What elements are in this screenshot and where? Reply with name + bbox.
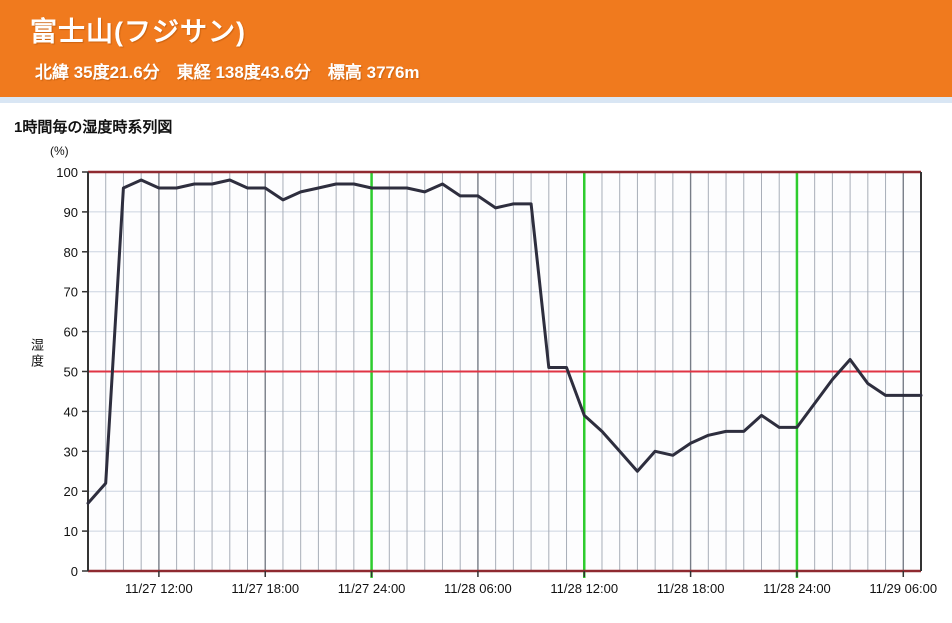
station-coordinates: 北緯 35度21.6分 東経 138度43.6分 標高 3776m [35, 63, 420, 82]
page-header: 富士山(フジサン) 北緯 35度21.6分 東経 138度43.6分 標高 37… [0, 0, 952, 97]
x-tick-label: 11/28 24:00 [763, 581, 831, 596]
humidity-line [86, 178, 923, 505]
station-title: 富士山(フジサン) [30, 17, 246, 47]
x-tick-label: 11/27 24:00 [338, 581, 406, 596]
y-axis-unit-label: (%) [50, 144, 69, 158]
humidity-time-series-chart: 0 10 20 30 40 50 60 70 80 90 100 11/27 12:00 11/27 1… [56, 165, 937, 596]
header-separator [0, 97, 952, 103]
x-tick-label: 11/29 06:00 [869, 581, 937, 596]
chart-title: 1時間毎の湿度時系列図 [14, 119, 173, 136]
x-tick-label: 11/28 06:00 [444, 581, 512, 596]
y-tick-label: 40 [64, 404, 78, 419]
y-tick-label: 60 [64, 325, 78, 340]
y-tick-label: 100 [56, 165, 78, 180]
x-tick-label: 11/27 12:00 [125, 581, 193, 596]
y-tick-label: 20 [64, 484, 78, 499]
y-tick-label: 90 [64, 205, 78, 220]
y-tick-label: 10 [64, 524, 78, 539]
x-tick-label: 11/28 12:00 [550, 581, 618, 596]
y-tick-label: 50 [64, 365, 78, 380]
y-tick-label: 80 [64, 245, 78, 260]
x-tick-label: 11/28 18:00 [657, 581, 725, 596]
y-axis-label: 湿度 [29, 338, 44, 370]
y-tick-label: 30 [64, 444, 78, 459]
y-tick-label: 70 [64, 285, 78, 300]
x-tick-label: 11/27 18:00 [231, 581, 299, 596]
y-tick-label: 0 [71, 564, 78, 579]
